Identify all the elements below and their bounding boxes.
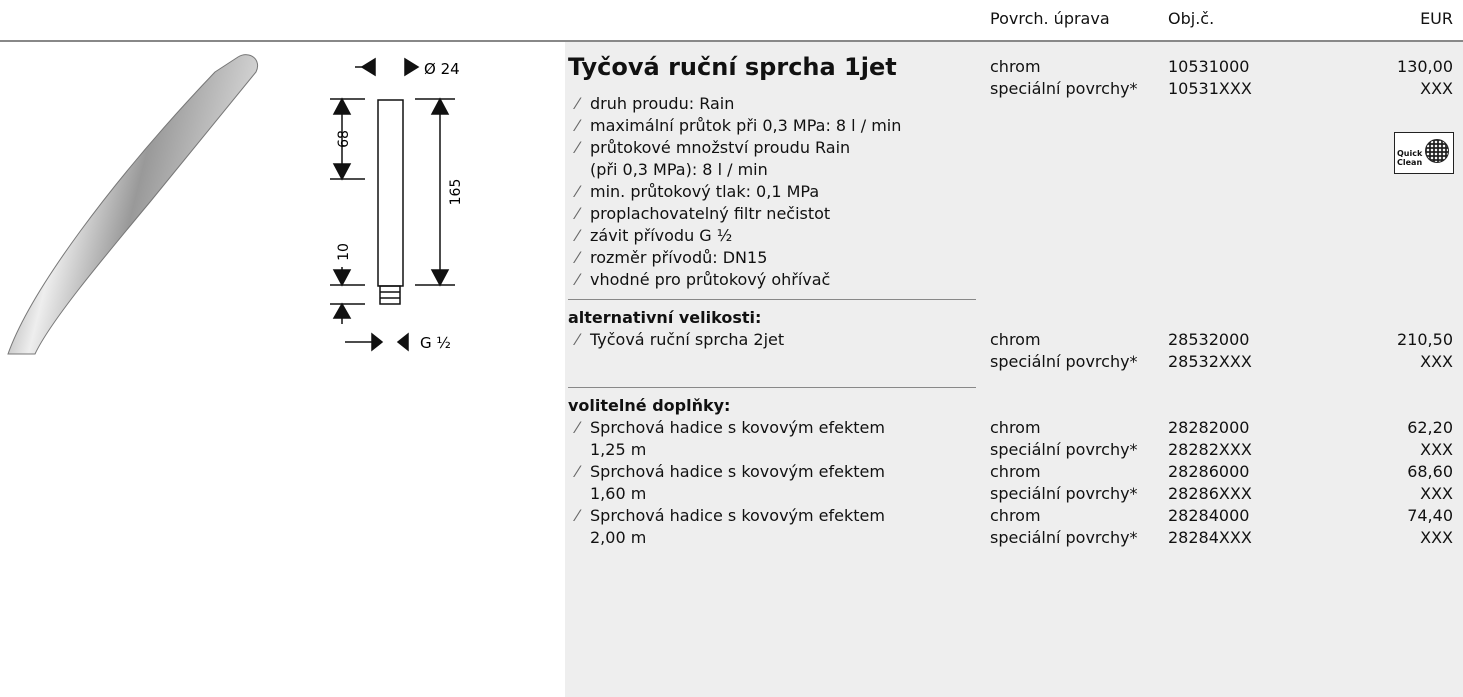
price: XXX	[1420, 528, 1453, 547]
item-text: Sprchová hadice s kovovým efektem	[576, 505, 885, 527]
price: XXX	[1420, 484, 1453, 503]
price: 210,50	[1397, 330, 1453, 349]
shower-photo	[7, 54, 258, 355]
price: XXX	[1420, 352, 1453, 371]
dim-label: Ø 24	[424, 60, 460, 78]
order-number: 28286XXX	[1168, 484, 1252, 503]
finish: chrom	[990, 418, 1041, 437]
feature: maximální průtok při 0,3 MPa: 8 l / min	[576, 115, 901, 137]
feature: min. průtokový tlak: 0,1 MPa	[576, 181, 819, 203]
order-number: 10531000	[1168, 57, 1250, 76]
separator	[568, 387, 976, 388]
finish: chrom	[990, 506, 1041, 525]
dim-label: 165	[448, 179, 464, 206]
price: XXX	[1420, 440, 1453, 459]
finish: chrom	[990, 57, 1041, 76]
order-number: 28286000	[1168, 462, 1250, 481]
price: 62,20	[1407, 418, 1453, 437]
column-header: Povrch. úprava	[990, 9, 1110, 28]
separator	[568, 299, 976, 300]
feature: vhodné pro průtokový ohřívač	[576, 269, 830, 291]
badge-text: Quick Clean	[1397, 149, 1422, 167]
finish: chrom	[990, 330, 1041, 349]
column-header: EUR	[1420, 9, 1453, 28]
item-text: 1,60 m	[590, 484, 647, 503]
price: 74,40	[1407, 506, 1453, 525]
feature: (při 0,3 MPa): 8 l / min	[590, 160, 768, 179]
item-text: Sprchová hadice s kovovým efektem	[576, 461, 885, 483]
feature: rozměr přívodů: DN15	[576, 247, 767, 269]
finish: speciální povrchy*	[990, 352, 1138, 371]
finish: chrom	[990, 462, 1041, 481]
item-text: Sprchová hadice s kovovým efektem	[576, 417, 885, 439]
price: 130,00	[1397, 57, 1453, 76]
dim-label: 10	[336, 243, 352, 261]
dim-label: 68	[336, 130, 352, 148]
finish: speciální povrchy*	[990, 484, 1138, 503]
header-rule	[0, 40, 1463, 42]
finish: speciální povrchy*	[990, 440, 1138, 459]
section-heading: alternativní velikosti:	[568, 308, 762, 327]
order-number: 10531XXX	[1168, 79, 1252, 98]
column-header: Obj.č.	[1168, 9, 1215, 28]
feature: druh proudu: Rain	[576, 93, 734, 115]
order-number: 28532000	[1168, 330, 1250, 349]
price: XXX	[1420, 79, 1453, 98]
feature: průtokové množství proudu Rain	[576, 137, 850, 159]
dim-label: G ½	[420, 334, 451, 352]
order-number: 28532XXX	[1168, 352, 1252, 371]
price: 68,60	[1407, 462, 1453, 481]
badge-icon	[1425, 139, 1449, 163]
order-number: 28282XXX	[1168, 440, 1252, 459]
badge-line: Clean	[1397, 158, 1423, 167]
badge-line: Quick	[1397, 149, 1423, 158]
item-text: 1,25 m	[590, 440, 647, 459]
quick-clean-badge: Quick Clean	[1394, 132, 1454, 174]
finish: speciální povrchy*	[990, 528, 1138, 547]
product-figures: Ø 24 68 165 10 G ½	[7, 54, 464, 355]
item-text: 2,00 m	[590, 528, 647, 547]
item-text: Tyčová ruční sprcha 2jet	[576, 329, 784, 351]
order-number: 28284XXX	[1168, 528, 1252, 547]
order-number: 28282000	[1168, 418, 1250, 437]
finish: speciální povrchy*	[990, 79, 1138, 98]
product-title: Tyčová ruční sprcha 1jet	[568, 53, 897, 81]
feature: závit přívodu G ½	[576, 225, 732, 247]
order-number: 28284000	[1168, 506, 1250, 525]
feature: proplachovatelný filtr nečistot	[576, 203, 830, 225]
section-heading: volitelné doplňky:	[568, 396, 731, 415]
dimension-drawing	[330, 57, 455, 352]
